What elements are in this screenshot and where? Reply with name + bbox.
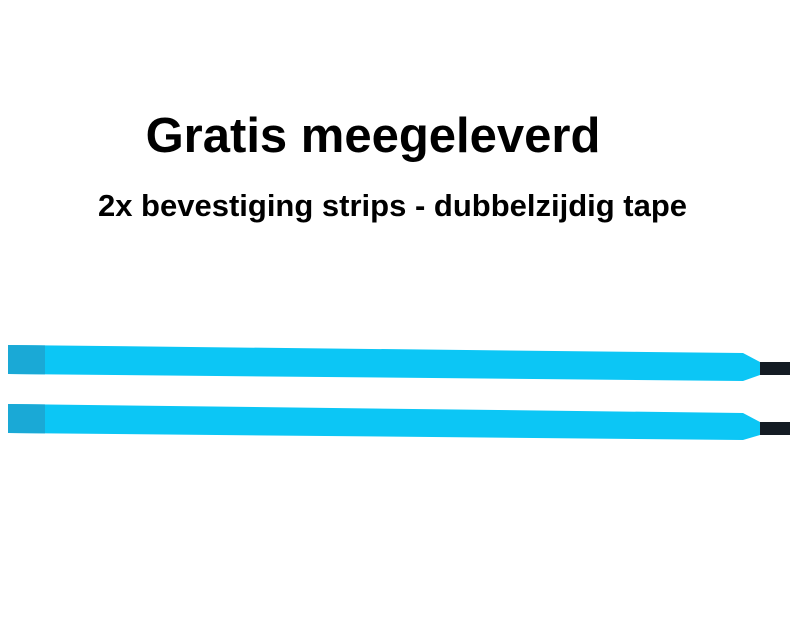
headline: Gratis meegeleverd xyxy=(145,109,601,163)
strip-end-tab xyxy=(8,345,45,375)
strip-pull-tab xyxy=(760,422,790,435)
strip-body xyxy=(8,404,760,440)
strip-pull-tab xyxy=(760,362,790,375)
subheadline: 2x bevestiging strips - dubbelzijdig tap… xyxy=(97,188,688,223)
adhesive-strip xyxy=(8,345,790,381)
strip-end-tab xyxy=(8,404,45,434)
strip-body xyxy=(8,345,760,381)
adhesive-strip xyxy=(8,404,790,440)
